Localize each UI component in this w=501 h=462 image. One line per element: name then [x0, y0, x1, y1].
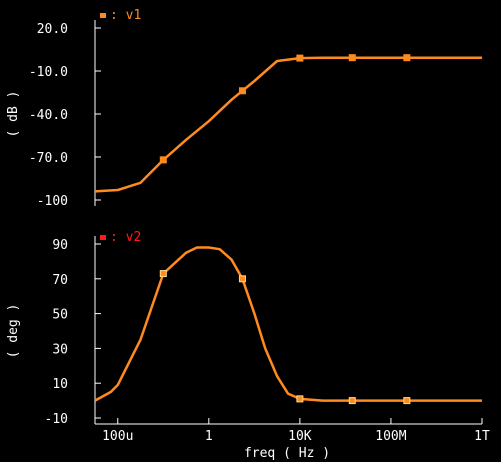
data-point-marker: [296, 395, 304, 403]
data-point-marker: [348, 54, 356, 62]
data-point-marker: [403, 397, 411, 405]
x-tick-label: 100M: [375, 429, 406, 444]
y-tick-label: -10.0: [29, 65, 68, 80]
y-tick-label: 70: [52, 273, 68, 288]
legend-marker-icon: [100, 13, 106, 18]
y-tick-label: -100: [37, 194, 68, 209]
y-tick-label: 20.0: [37, 22, 68, 37]
legend-marker-icon: [100, 235, 106, 240]
legend-label-v1: : v1: [110, 8, 141, 23]
data-point-marker: [348, 397, 356, 405]
legend-label-v2: : v2: [110, 230, 141, 245]
y-tick-label: 50: [52, 308, 68, 323]
x-axis-label: freq ( Hz ): [244, 446, 330, 461]
y-tick-label: 30: [52, 342, 68, 357]
x-tick-label: 100u: [102, 429, 133, 444]
series-line-v2: [94, 246, 482, 402]
y-tick-label: -10: [45, 412, 68, 427]
series-line-v1: [94, 56, 482, 193]
y-tick-label: -40.0: [29, 108, 68, 123]
y-tick-label: 90: [52, 238, 68, 253]
y-axis-label: ( dB ): [6, 91, 21, 138]
data-point-marker: [159, 156, 167, 164]
y-axis-label: ( deg ): [6, 304, 21, 359]
x-tick-label: 1T: [474, 429, 490, 444]
data-point-marker: [238, 275, 246, 283]
x-tick-label: 1: [205, 429, 213, 444]
y-tick-label: -70.0: [29, 151, 68, 166]
data-point-marker: [159, 270, 167, 278]
data-point-marker: [296, 54, 304, 62]
x-tick-label: 10K: [288, 429, 312, 444]
data-point-marker: [403, 54, 411, 62]
data-point-marker: [238, 87, 246, 95]
y-tick-label: 10: [52, 377, 68, 392]
